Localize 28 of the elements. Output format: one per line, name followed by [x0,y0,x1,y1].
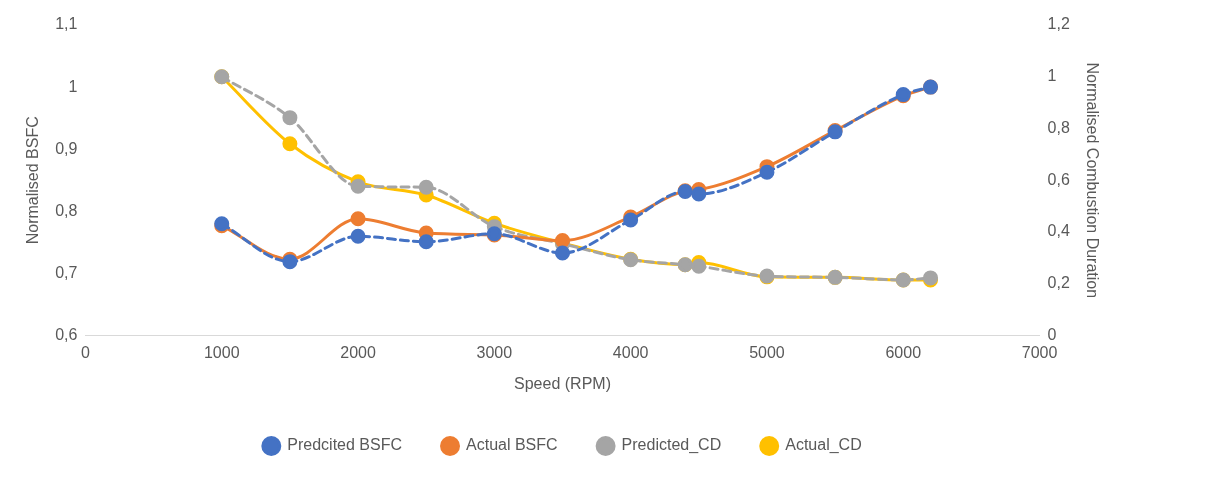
y2-tick-label: 0,6 [1047,170,1070,188]
x-tick-label: 1000 [203,343,240,361]
y2-tick-label: 1,2 [1047,15,1070,33]
y-tick-label: 1,1 [55,15,78,33]
x-tick-label: 2000 [340,343,376,361]
y-axis-title: Normalised BSFC [24,116,42,245]
y2-tick-label: 1 [1047,67,1057,85]
y2-tick-label: 0 [1047,326,1057,344]
x-tick-label: 3000 [476,343,513,361]
x-axis-title: Speed (RPM) [514,374,611,392]
x-tick-label: 7000 [1021,343,1058,361]
y-tick-label: 0,6 [55,326,78,344]
x-tick-label: 0 [80,343,90,361]
legend-label: Actual_CD [785,436,862,455]
y-tick-label: 0,9 [55,139,78,157]
y2-tick-label: 0,2 [1047,274,1070,292]
legend-label: Actual BSFC [466,436,558,454]
y-tick-label: 0,8 [55,201,78,219]
y-tick-label: 0,7 [55,263,78,281]
y2-tick-label: 0,4 [1047,222,1070,240]
x-tick-label: 4000 [612,343,649,361]
legend-label: Predicted_CD [621,436,722,455]
x-tick-label: 6000 [885,343,922,361]
x-tick-label: 5000 [749,343,785,361]
y2-tick-label: 0,8 [1047,118,1070,136]
y-tick-label: 1 [68,77,78,95]
legend-label: Predcited BSFC [287,436,403,454]
y2-axis-title: Normalised Combustion Duration [1083,62,1101,299]
